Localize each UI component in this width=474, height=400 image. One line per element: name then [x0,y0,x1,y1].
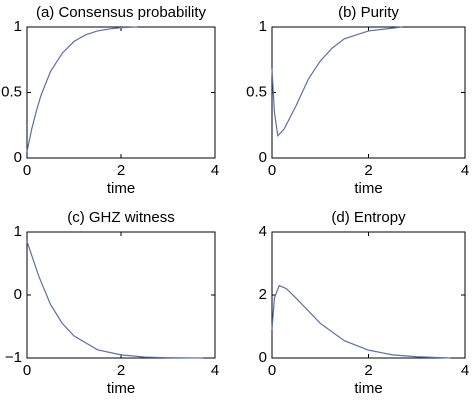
x-tick-label: 0 [268,162,276,179]
x-tick-label: 2 [364,162,372,179]
panel-title: (d) Entropy [331,209,406,226]
y-tick-label: −1 [5,349,22,366]
y-tick-label: 1 [259,18,267,35]
x-tick-label: 0 [23,362,31,379]
y-tick-label: 0.5 [1,83,22,100]
x-tick-label: 0 [23,162,31,179]
axes-box [26,26,216,159]
axes-box [271,26,466,159]
y-tick-label: 1 [14,18,22,35]
panel-title: (a) Consensus probability [36,4,207,21]
x-tick-label: 4 [461,362,469,379]
y-tick-label: 1 [14,223,22,240]
axes-box [271,231,466,359]
axes-box [26,231,216,359]
data-line [271,26,403,138]
data-line [26,26,138,152]
panel-title: (b) Purity [338,4,399,21]
y-tick-label: 0 [14,286,22,303]
y-tick-label: 4 [259,223,267,240]
panel-title: (c) GHZ witness [67,209,175,226]
y-tick-label: 0 [14,149,22,166]
x-axis-label: time [354,380,382,397]
x-tick-label: 4 [211,162,219,179]
data-line [271,284,451,359]
y-tick-label: 0 [259,349,267,366]
x-tick-label: 0 [268,362,276,379]
data-line [26,241,204,359]
x-tick-label: 4 [461,162,469,179]
x-axis-label: time [354,180,382,197]
x-axis-label: time [107,380,135,397]
y-tick-label: 2 [259,286,267,303]
x-tick-label: 2 [117,162,125,179]
x-tick-label: 2 [364,362,372,379]
y-tick-label: 0 [259,149,267,166]
y-tick-label: 0.5 [246,83,267,100]
x-axis-label: time [107,180,135,197]
x-tick-label: 4 [211,362,219,379]
x-tick-label: 2 [117,362,125,379]
